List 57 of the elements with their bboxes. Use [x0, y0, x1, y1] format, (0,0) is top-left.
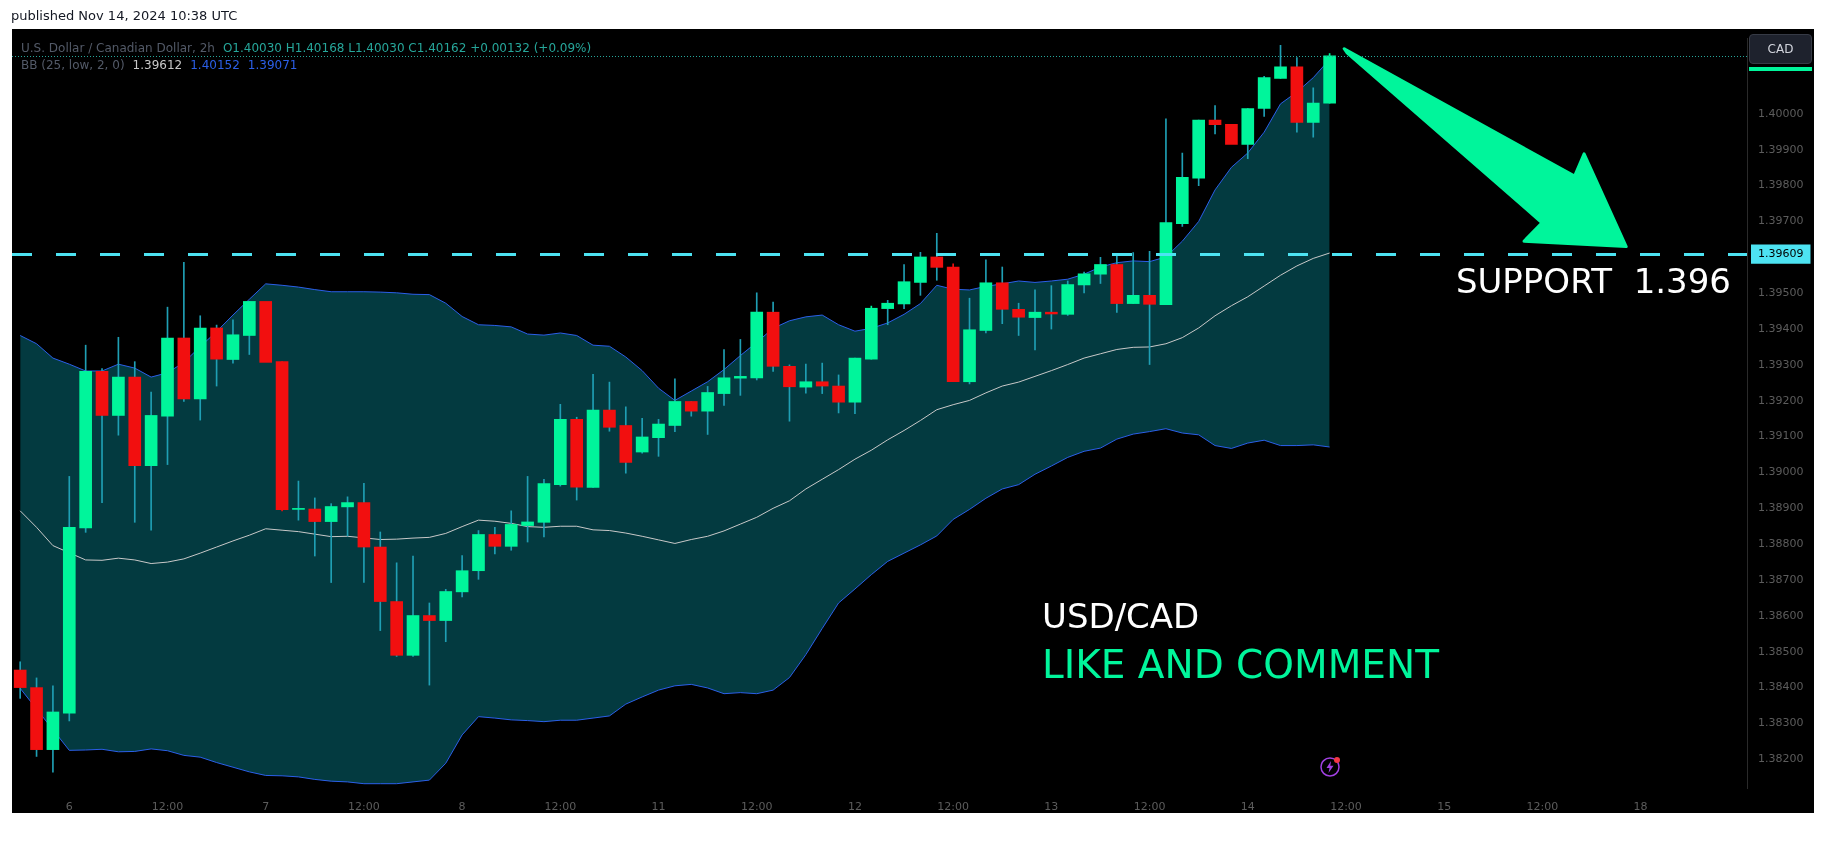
y-axis-title: CAD: [1749, 34, 1812, 64]
legend-title: BB (25, low, 2, 0): [21, 58, 125, 73]
y-tick-label: 1.38600: [1757, 608, 1804, 622]
y-tick-label: 1.40000: [1757, 106, 1804, 120]
candlestick: [815, 362, 829, 394]
candlestick: [324, 503, 338, 583]
candlestick: [799, 363, 813, 394]
y-tick-label: 1.38800: [1757, 537, 1804, 551]
x-tick-label: 11: [651, 800, 666, 814]
y-tick-label: 1.38900: [1757, 501, 1804, 515]
candlestick: [1028, 289, 1042, 351]
y-tick-label: 1.38500: [1757, 644, 1804, 658]
y-tick-label: 1.39800: [1757, 178, 1804, 192]
y-tick-label: 1.38700: [1757, 572, 1804, 586]
y-tick-label: 1.39500: [1757, 286, 1804, 300]
x-tick-label: 12:00: [348, 800, 380, 814]
y-tick-label: 1.38300: [1757, 716, 1804, 730]
y-tick-label: 1.39100: [1757, 429, 1804, 443]
y-tick-label: 1.39300: [1757, 357, 1804, 371]
candlestick: [1126, 252, 1140, 304]
x-tick-label: 12:00: [544, 800, 577, 814]
chart-subtitle: published Nov 14, 2024 10:38 UTC: [11, 8, 238, 23]
x-tick-label: 18: [1633, 800, 1648, 814]
annotation: 1.39612: [132, 58, 183, 73]
candlestick: [259, 301, 273, 363]
candlestick: [308, 497, 322, 557]
chart-title: U.S. Dollar / Canadian Dollar, 2h: [21, 41, 215, 56]
candlestick: [1208, 105, 1222, 135]
y-tick-label: 1.39400: [1757, 321, 1804, 335]
y-tick-label: 1.39000: [1757, 465, 1804, 479]
y-tick-label: 1.38200: [1757, 752, 1804, 766]
annotation: 1.39071: [247, 58, 298, 73]
x-tick-label: 15: [1437, 800, 1452, 814]
y-tick-label: 1.39200: [1757, 393, 1804, 407]
annotation: 1.40152: [190, 58, 240, 73]
y-tick-label: 1.38400: [1757, 680, 1804, 694]
x-tick-label: 7: [262, 800, 270, 814]
x-tick-label: 14: [1240, 800, 1255, 814]
x-tick-label: 8: [458, 800, 466, 814]
y-tick-label: 1.39609: [1757, 246, 1804, 260]
x-tick-label: 13: [1044, 800, 1059, 814]
x-tick-label: 12: [847, 800, 862, 814]
y-tick-label: 1.39700: [1757, 214, 1804, 228]
annotation: USD/CAD: [1042, 596, 1200, 636]
candlestick: [1225, 123, 1238, 145]
ref-line-label: SUPPORT 1.396: [1455, 261, 1731, 302]
y-tick-label: 1.39900: [1757, 142, 1804, 156]
x-tick-label: 12:00: [151, 800, 184, 814]
x-tick-label: 12:00: [1526, 800, 1559, 814]
candlestick: [881, 300, 895, 326]
x-tick-label: 12:00: [937, 800, 970, 814]
x-tick-label: 12:00: [1330, 800, 1362, 814]
x-tick-label: 12:00: [740, 800, 773, 814]
annotation: O1.40030 H1.40168 L1.40030 C1.40162 +0.00132 (+0.09%): [222, 41, 592, 56]
annotation: LIKE AND COMMENT: [1042, 642, 1439, 687]
x-tick-label: 12:00: [1133, 800, 1166, 814]
x-tick-label: 6: [65, 800, 73, 814]
